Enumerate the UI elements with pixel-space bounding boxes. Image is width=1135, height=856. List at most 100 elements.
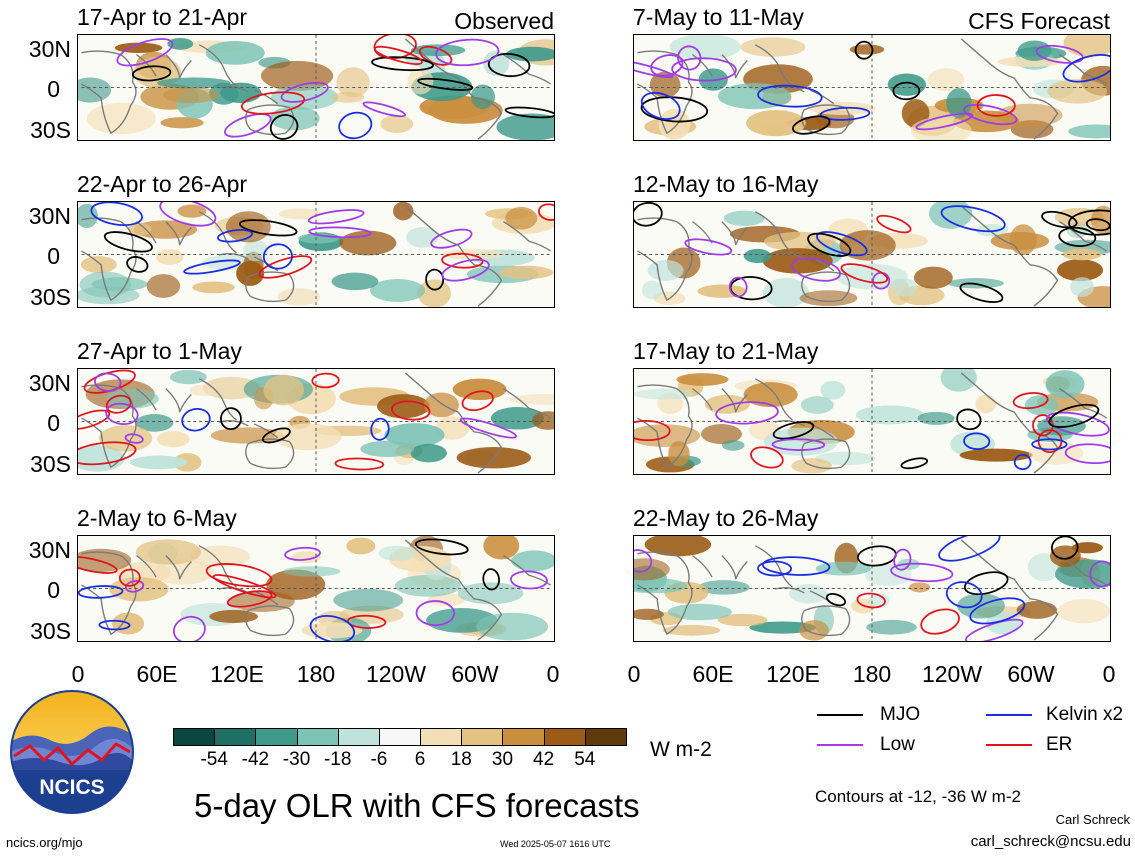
wave-contour <box>504 106 554 119</box>
logo-text: NCICS <box>39 776 104 799</box>
author-email: carl_schreck@ncsu.edu <box>970 833 1131 850</box>
wave-contour <box>963 104 1018 126</box>
colorbar-tick-label: -6 <box>370 749 388 770</box>
olr-anomaly-blob <box>266 569 326 600</box>
wave-contour <box>240 91 306 115</box>
colorbar: -54 -42 -30 -18 -6 6 18 30 42 54 <box>173 728 627 772</box>
lat-label-30s: 30S <box>30 618 71 644</box>
wave-contour <box>915 112 974 131</box>
wave-contour <box>334 457 385 471</box>
olr-anomaly-blob <box>763 231 836 252</box>
wave-contour <box>417 77 474 91</box>
lon-label: 0 <box>71 661 85 687</box>
olr-anomaly-blob <box>909 582 931 593</box>
wave-contour <box>969 597 1026 625</box>
wave-contour <box>1068 209 1110 236</box>
lat-label-eq: 0 <box>47 577 60 603</box>
map-canvas <box>634 536 1110 641</box>
olr-anomaly-blob <box>839 230 896 261</box>
olr-anomaly-blob <box>331 91 365 103</box>
wave-contour <box>280 81 329 103</box>
lat-label-30s: 30S <box>30 451 71 477</box>
wave-contour <box>159 202 217 227</box>
coastlines <box>81 205 551 307</box>
wave-contour <box>959 282 1004 303</box>
wave-contour <box>920 608 960 635</box>
olr-anomaly-blob <box>634 388 694 400</box>
olr-anomaly-blob <box>378 545 416 561</box>
olr-anomaly-blob <box>1009 224 1037 256</box>
wave-contour <box>78 585 124 599</box>
footer-timestamp: Wed 2025-05-07 1616 UTC <box>500 839 611 849</box>
olr-anomaly-blob <box>511 550 554 572</box>
wave-contour <box>459 417 518 439</box>
colorbar-tick-label: -42 <box>241 749 270 770</box>
lon-label: 0 <box>1102 661 1116 687</box>
olr-anomaly-blob <box>189 545 251 567</box>
wave-contour <box>640 91 681 120</box>
wave-contour <box>728 276 748 298</box>
coastlines <box>81 539 551 641</box>
lon-label: 60W <box>451 661 499 687</box>
wave-contour <box>1062 54 1110 83</box>
olr-anomaly-blob <box>634 578 688 594</box>
wave-contour <box>414 538 469 556</box>
olr-anomaly-blob <box>505 206 538 230</box>
olr-anomaly-blob <box>669 35 741 60</box>
olr-anomaly-blob <box>1068 124 1110 139</box>
olr-anomaly-blob <box>496 113 554 140</box>
lon-label: 180 <box>296 661 336 687</box>
olr-map-panel <box>633 535 1111 642</box>
wave-contour <box>461 390 494 412</box>
olr-anomaly-blob <box>799 620 829 641</box>
wave-contour <box>338 111 373 140</box>
olr-anomaly-blob <box>208 82 239 105</box>
olr-anomaly-blob <box>160 117 204 129</box>
wave-contour <box>856 592 886 609</box>
olr-anomaly-blob <box>505 46 554 62</box>
legend-mjo-line <box>817 714 863 716</box>
wave-contour <box>890 562 954 583</box>
wave-contour <box>183 259 241 275</box>
colorbar-swatch <box>584 728 627 746</box>
legend-low-label: Low <box>880 734 915 755</box>
olr-anomaly-blob <box>508 394 554 405</box>
olr-anomaly-blob <box>301 622 363 639</box>
lat-label-30s: 30S <box>30 284 71 310</box>
olr-anomaly-blob <box>336 67 370 98</box>
olr-anomaly-blob <box>917 411 955 425</box>
wave-contour <box>370 417 390 441</box>
panel-title-4: 12-May to 16-May <box>633 171 819 197</box>
wave-contour <box>1046 411 1110 437</box>
wave-contour <box>1032 414 1054 437</box>
wave-contour <box>430 228 473 249</box>
wave-contour <box>105 402 139 425</box>
map-canvas <box>78 202 554 307</box>
olr-anomaly-blob <box>1056 259 1104 282</box>
olr-anomaly-blob <box>243 239 268 262</box>
wave-contour <box>441 252 484 269</box>
wave-contour <box>1051 536 1079 560</box>
wave-contour <box>269 114 299 140</box>
wave-contour <box>373 45 423 65</box>
colorbar-swatch <box>420 728 463 746</box>
olr-anomaly-blob <box>210 427 284 444</box>
olr-anomaly-blob <box>634 608 664 620</box>
wave-contour <box>224 113 272 138</box>
olr-anomaly-blob <box>423 392 459 418</box>
panel-title-1: 17-Apr to 21-Apr <box>77 4 248 30</box>
wave-contour <box>1089 560 1110 588</box>
olr-anomaly-blob <box>384 423 445 447</box>
wave-contour <box>220 407 242 431</box>
wave-contour <box>757 84 823 108</box>
olr-anomaly-blob <box>407 68 434 95</box>
olr-anomaly-blob <box>887 73 927 96</box>
olr-anomaly-blob <box>278 208 321 220</box>
wave-contour <box>308 226 372 239</box>
olr-anomaly-blob <box>855 405 925 425</box>
olr-anomaly-blob <box>662 624 721 636</box>
lat-label-eq: 0 <box>47 243 60 269</box>
coastlines <box>81 372 551 474</box>
olr-anomaly-blob <box>130 455 188 470</box>
olr-anomaly-blob <box>814 451 876 466</box>
